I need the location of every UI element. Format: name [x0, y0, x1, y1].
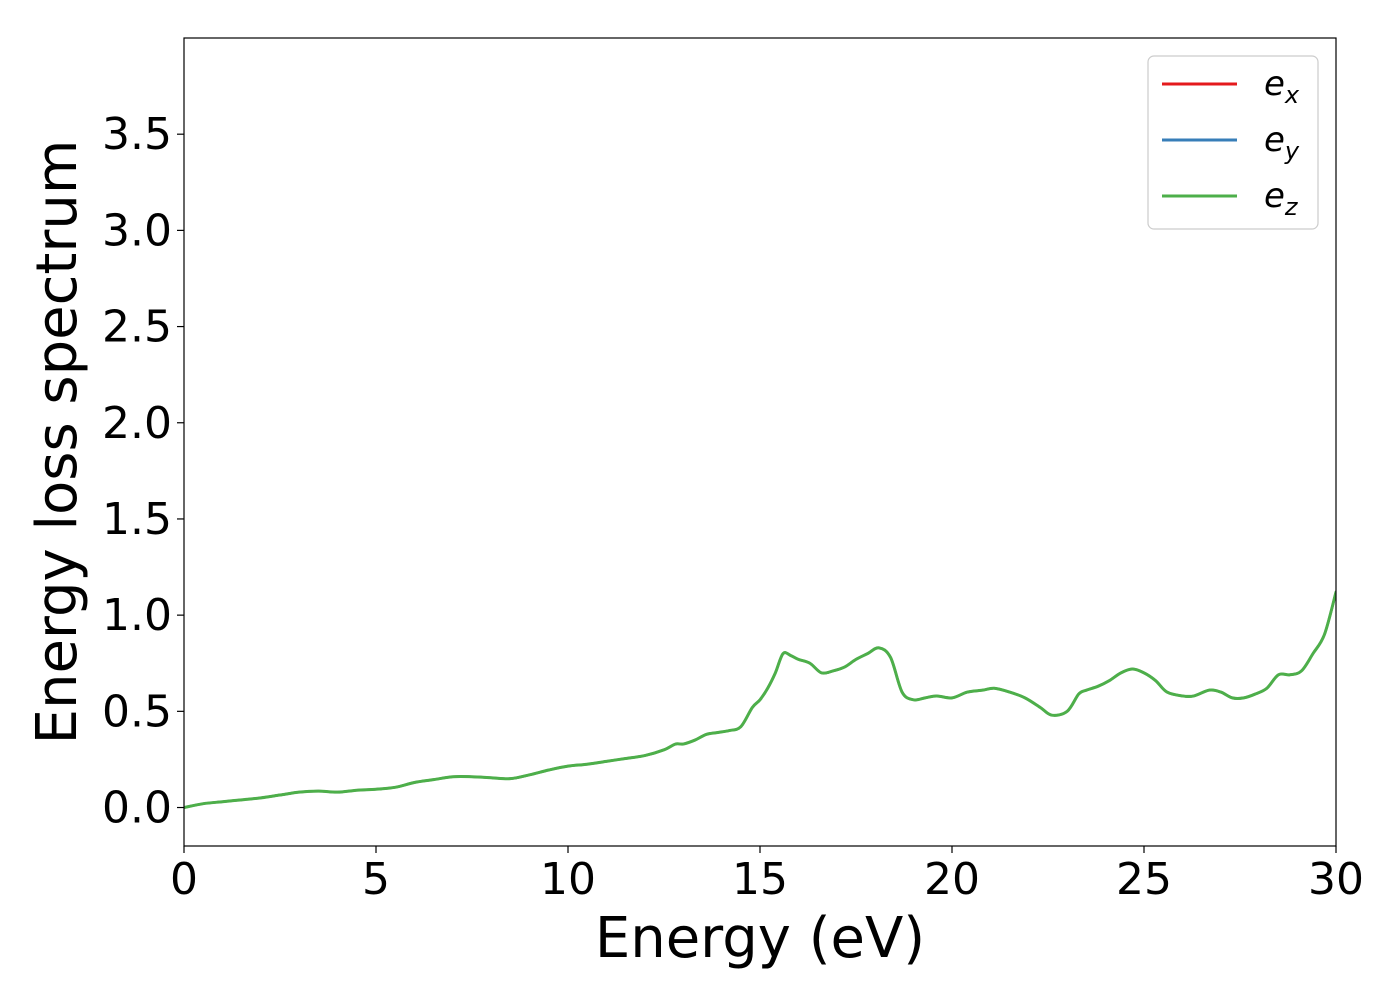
x-tick-label: 10 [540, 854, 596, 905]
y-tick-label: 3.5 [102, 109, 172, 160]
legend-label-base: e [1264, 64, 1285, 104]
y-axis-label: Energy loss spectrum [25, 140, 90, 745]
x-tick-label: 25 [1116, 854, 1172, 905]
x-axis: 0 5 10 15 20 25 30 [170, 846, 1364, 905]
y-tick-label: 1.5 [102, 494, 172, 545]
legend-box [1147, 55, 1319, 230]
y-tick-label: 2.5 [102, 302, 172, 353]
x-tick-label: 0 [170, 854, 198, 905]
series-layer [184, 590, 1336, 810]
legend-label-base: e [1264, 120, 1285, 160]
legend-label-sub: z [1284, 193, 1299, 221]
x-tick-label: 15 [732, 854, 788, 905]
x-axis-label: Energy (eV) [595, 906, 925, 971]
legend-label-y: ey [1264, 120, 1300, 165]
x-tick-label: 30 [1308, 854, 1364, 905]
y-axis: 0.0 0.5 1.0 1.5 2.0 2.5 3.0 3.5 [102, 109, 184, 834]
y-tick-label: 2.0 [102, 398, 172, 449]
legend-label-z: ez [1264, 176, 1299, 221]
y-tick-label: 3.0 [102, 205, 172, 256]
legend-label-sub: x [1284, 81, 1300, 109]
y-tick-label: 0.5 [102, 686, 172, 737]
legend-label-base: e [1264, 176, 1285, 216]
y-tick-label: 1.0 [102, 590, 172, 641]
y-tick-label: 0.0 [102, 783, 172, 834]
legend-label-sub: y [1284, 137, 1300, 165]
series-line-z [184, 590, 1336, 810]
x-tick-label: 5 [362, 854, 390, 905]
x-tick-label: 20 [924, 854, 980, 905]
legend-label-x: ex [1264, 64, 1300, 109]
